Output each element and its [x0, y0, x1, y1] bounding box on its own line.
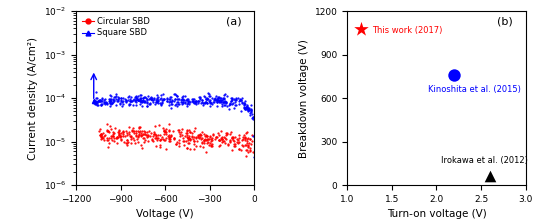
Square SBD	[248, 113, 255, 116]
Square SBD	[250, 156, 257, 159]
Y-axis label: Breakdown voltage (V): Breakdown voltage (V)	[299, 39, 309, 158]
Text: (a): (a)	[226, 16, 242, 26]
Text: This work (2017): This work (2017)	[372, 26, 443, 35]
Point	[356, 27, 365, 31]
Square SBD	[117, 102, 123, 105]
Text: Kinoshita et al. (2015): Kinoshita et al. (2015)	[428, 85, 520, 94]
Line: Circular SBD: Circular SBD	[98, 123, 254, 157]
X-axis label: Voltage (V): Voltage (V)	[137, 209, 194, 219]
Text: Irokawa et al. (2012): Irokawa et al. (2012)	[441, 156, 528, 165]
Text: (b): (b)	[498, 16, 513, 26]
Circular SBD	[144, 130, 150, 133]
Circular SBD	[114, 142, 120, 145]
Circular SBD	[96, 129, 102, 132]
Circular SBD	[243, 155, 249, 157]
Y-axis label: Current density (A/cm²): Current density (A/cm²)	[28, 37, 38, 160]
Line: Square SBD: Square SBD	[93, 91, 254, 158]
Circular SBD	[166, 122, 172, 125]
Square SBD	[107, 100, 114, 103]
Legend: Circular SBD, Square SBD: Circular SBD, Square SBD	[80, 15, 151, 39]
Point	[486, 174, 494, 178]
Square SBD	[91, 99, 97, 101]
Circular SBD	[191, 127, 198, 129]
Square SBD	[93, 91, 99, 93]
Circular SBD	[250, 151, 257, 154]
Square SBD	[213, 98, 220, 101]
Square SBD	[245, 107, 251, 110]
Circular SBD	[157, 139, 163, 142]
X-axis label: Turn-on voltage (V): Turn-on voltage (V)	[386, 209, 486, 219]
Square SBD	[184, 103, 191, 106]
Circular SBD	[204, 138, 211, 140]
Point	[450, 73, 459, 77]
Circular SBD	[206, 138, 212, 140]
